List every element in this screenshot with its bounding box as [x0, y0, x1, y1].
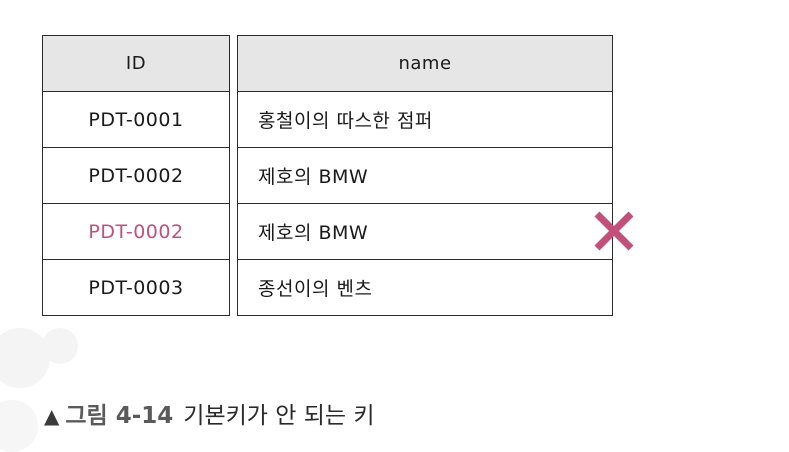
- caption-text: 기본키가 안 되는 키: [183, 403, 375, 429]
- row-name-text: 제호의 BMW: [258, 166, 369, 188]
- row-name-text: 종선이의 벤츠: [258, 278, 373, 300]
- header-id-cell: ID: [42, 35, 230, 92]
- row-name-cell: 홍철이의 따스한 점퍼: [237, 91, 613, 148]
- row-name-text: 홍철이의 따스한 점퍼: [258, 110, 433, 132]
- row-name-cell: 제호의 BMW: [237, 203, 613, 260]
- header-name-cell: name: [237, 35, 613, 92]
- row-id-cell: PDT-0002: [42, 147, 230, 204]
- row-id-text: PDT-0001: [88, 108, 184, 131]
- row-id-cell: PDT-0001: [42, 91, 230, 148]
- x-mark-icon: [594, 211, 634, 251]
- row-name-cell: 종선이의 벤츠: [237, 259, 613, 316]
- row-name-text: 제호의 BMW: [258, 222, 369, 244]
- caption-triangle-icon: ▲: [44, 404, 60, 428]
- row-id-text: PDT-0003: [88, 276, 184, 299]
- header-name-label: name: [398, 53, 452, 74]
- row-id-text-duplicate: PDT-0002: [88, 220, 184, 243]
- caption-figure-label: 그림 4-14: [65, 403, 174, 429]
- row-id-cell: PDT-0003: [42, 259, 230, 316]
- decorative-watermark-icon: [0, 328, 78, 452]
- header-id-label: ID: [125, 53, 147, 74]
- row-id-text: PDT-0002: [88, 164, 184, 187]
- figure-caption: ▲ 그림 4-14 기본키가 안 되는 키: [44, 396, 375, 430]
- row-name-cell: 제호의 BMW: [237, 147, 613, 204]
- row-id-cell-duplicate: PDT-0002: [42, 203, 230, 260]
